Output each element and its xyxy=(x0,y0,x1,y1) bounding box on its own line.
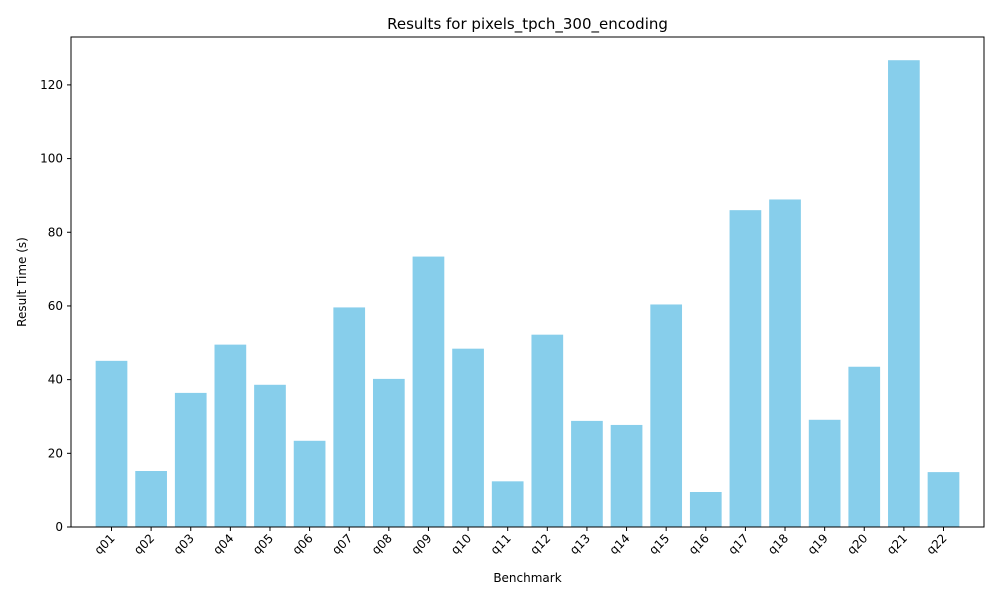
bar-q11 xyxy=(491,481,524,527)
bars-group xyxy=(95,60,960,528)
y-axis-title: Result Time (s) xyxy=(15,237,29,327)
x-tick-label-q13: q13 xyxy=(567,531,593,557)
bar-q01 xyxy=(95,360,128,527)
y-tick-label-60: 60 xyxy=(48,299,63,313)
x-tick-label-q10: q10 xyxy=(448,531,474,557)
x-tick-label-q05: q05 xyxy=(250,531,276,557)
x-tick-label-q14: q14 xyxy=(607,531,633,557)
bar-q12 xyxy=(531,334,564,527)
x-tick-label-q17: q17 xyxy=(725,531,751,557)
bar-q20 xyxy=(848,366,881,527)
bar-q02 xyxy=(135,471,167,527)
y-tick-label-0: 0 xyxy=(55,520,63,534)
x-tick-label-q19: q19 xyxy=(805,531,831,557)
y-tick-label-120: 120 xyxy=(40,78,63,92)
bar-q10 xyxy=(452,348,484,527)
bar-q19 xyxy=(808,419,841,527)
x-tick-label-q11: q11 xyxy=(488,531,514,557)
x-tick-label-q09: q09 xyxy=(408,531,434,557)
bar-q04 xyxy=(214,344,247,527)
bar-q14 xyxy=(610,424,643,527)
y-axis: 0 20 40 60 80 100 120 xyxy=(40,78,71,534)
bar-q09 xyxy=(412,256,445,527)
y-tick-label-40: 40 xyxy=(48,373,63,387)
bar-q07 xyxy=(333,307,366,527)
bar-q17 xyxy=(729,210,762,527)
y-tick-label-20: 20 xyxy=(48,446,63,460)
chart-title: Results for pixels_tpch_300_encoding xyxy=(387,15,668,34)
x-axis-title: Benchmark xyxy=(493,571,561,585)
x-tick-label-q20: q20 xyxy=(844,531,870,557)
bar-q21 xyxy=(888,60,920,528)
x-tick-label-q07: q07 xyxy=(329,531,355,557)
x-tick-label-q03: q03 xyxy=(171,531,197,557)
bar-q18 xyxy=(769,199,801,527)
x-axis: q01 q02 q03 q04 q05 q06 q07 q08 q09 q10 q11 q12 q13 q… xyxy=(92,527,950,557)
x-tick-label-q15: q15 xyxy=(646,531,672,557)
y-tick-label-80: 80 xyxy=(48,225,63,239)
x-tick-label-q22: q22 xyxy=(924,531,950,557)
bar-q16 xyxy=(689,492,722,527)
x-tick-label-q16: q16 xyxy=(686,531,712,557)
plot-frame xyxy=(70,36,985,528)
x-tick-label-q18: q18 xyxy=(765,531,791,557)
x-tick-label-q06: q06 xyxy=(290,531,316,557)
bar-q05 xyxy=(254,384,286,527)
bar-q03 xyxy=(174,392,207,527)
bar-q06 xyxy=(293,440,326,527)
bar-q15 xyxy=(650,304,683,527)
x-tick-label-q02: q02 xyxy=(131,531,157,557)
x-tick-label-q21: q21 xyxy=(884,531,910,557)
x-tick-label-q08: q08 xyxy=(369,531,395,557)
bar-q08 xyxy=(372,378,405,527)
bar-q13 xyxy=(571,420,603,527)
y-tick-label-100: 100 xyxy=(40,152,63,166)
x-tick-label-q01: q01 xyxy=(92,531,118,557)
x-tick-label-q12: q12 xyxy=(527,531,553,557)
bar-q22 xyxy=(927,472,960,527)
x-tick-label-q04: q04 xyxy=(210,531,236,557)
